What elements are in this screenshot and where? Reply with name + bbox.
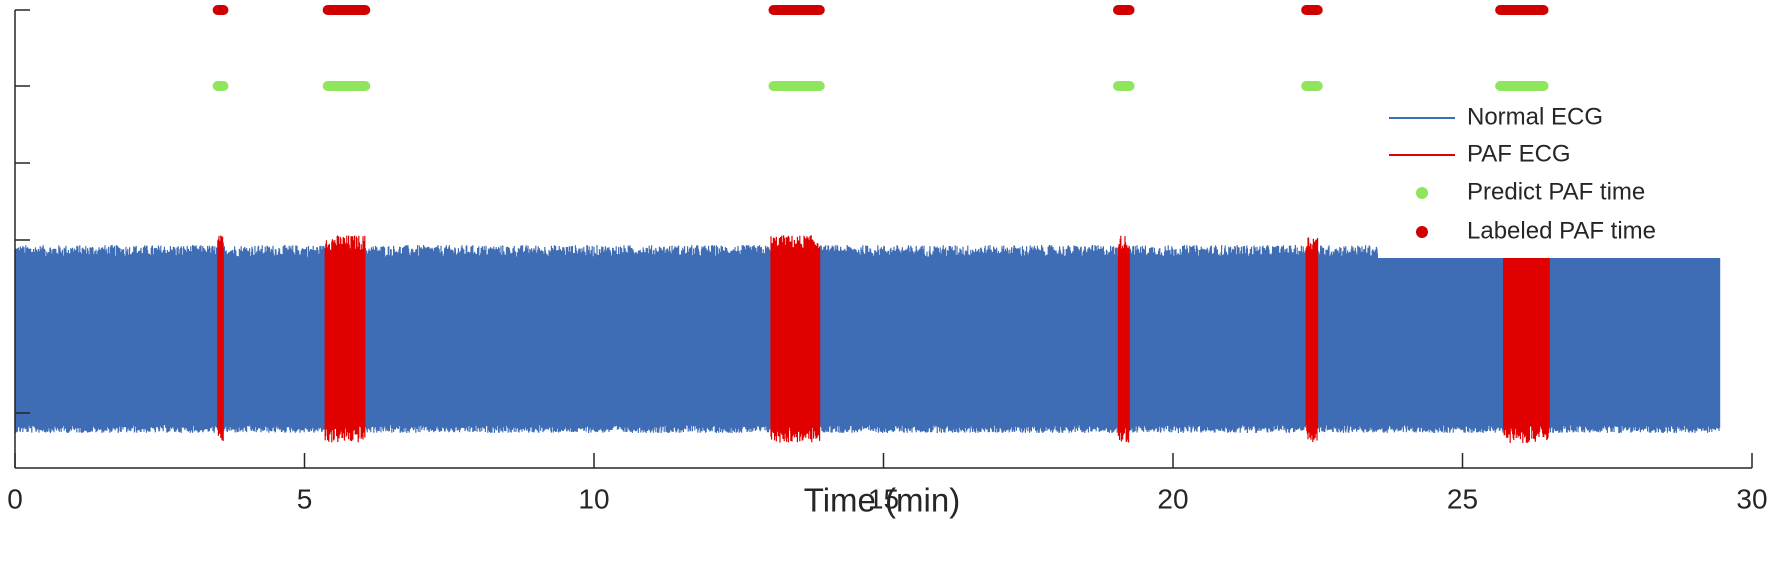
legend-swatch-dot — [1416, 187, 1428, 199]
y-ticks — [15, 9, 30, 414]
x-ticks: 0 5 10 15 20 25 30 — [7, 453, 1768, 514]
legend: Normal ECG PAF ECG Predict PAF time Labeled… — [1378, 96, 1724, 258]
legend-label: Predict PAF time — [1467, 178, 1645, 205]
legend-label: Labeled PAF time — [1467, 217, 1656, 244]
x-tick-label: 20 — [1157, 483, 1188, 514]
x-tick-label: 5 — [297, 483, 313, 514]
normal-ecg-series — [14, 245, 1721, 433]
ecg-signal-layer — [14, 235, 1721, 443]
legend-label: Normal ECG — [1467, 103, 1603, 130]
event-bars-layer — [212, 5, 1549, 91]
legend-label: PAF ECG — [1467, 140, 1571, 167]
x-tick-label: 15 — [868, 483, 899, 514]
x-tick-label: 0 — [7, 483, 23, 514]
x-axis-title: Time (min) — [804, 482, 960, 519]
paf-ecg-series — [217, 235, 1550, 443]
legend-background — [1378, 96, 1724, 258]
x-tick-label: 10 — [578, 483, 609, 514]
x-tick-label: 30 — [1736, 483, 1767, 514]
legend-swatch-dot — [1416, 226, 1428, 238]
x-tick-label: 25 — [1447, 483, 1478, 514]
axes: 0 5 10 15 20 25 30 — [7, 9, 1768, 514]
